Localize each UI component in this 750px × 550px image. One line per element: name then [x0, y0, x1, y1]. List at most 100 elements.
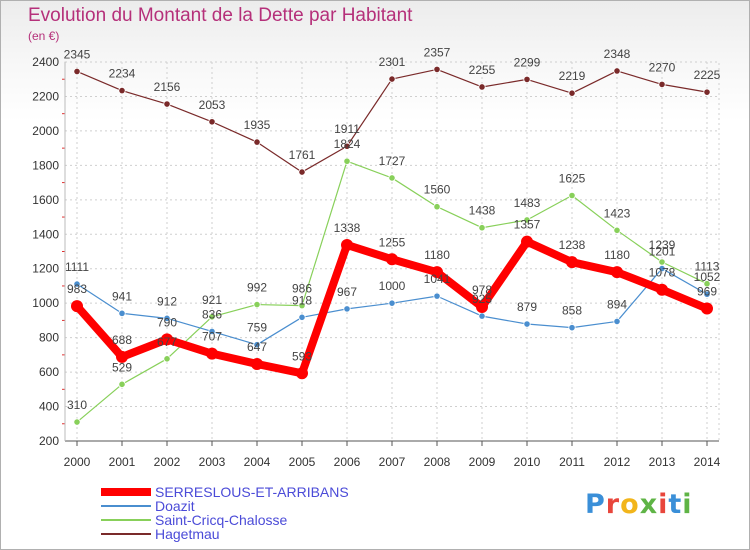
- data-label: 1438: [469, 204, 496, 218]
- data-point: [73, 418, 81, 426]
- data-label: 2234: [109, 67, 136, 81]
- data-label: 2299: [514, 55, 541, 69]
- axes: 200 400 600 800 1000 1200 1400 1600 1800 2000 2200…: [32, 55, 720, 469]
- data-point: [476, 300, 488, 313]
- data-point: [613, 317, 621, 326]
- data-point: [298, 301, 306, 310]
- data-label: 1625: [559, 172, 586, 186]
- data-label: 986: [292, 282, 312, 296]
- x-tick-label: 2006: [334, 455, 361, 469]
- data-label: 1483: [514, 196, 541, 210]
- data-point: [118, 309, 126, 317]
- data-label: 529: [112, 360, 132, 374]
- data-point: [478, 312, 486, 320]
- chart-title: Evolution du Montant de la Dette par Hab…: [28, 5, 413, 26]
- legend-swatch: [101, 519, 151, 521]
- data-point: [388, 299, 396, 307]
- x-tick-label: 2003: [199, 455, 226, 469]
- data-label: 1761: [289, 148, 316, 162]
- data-label: 1201: [649, 245, 676, 259]
- data-label: 1357: [514, 218, 541, 232]
- data-label: 978: [472, 283, 492, 297]
- data-point: [523, 216, 531, 224]
- data-label: 925: [472, 292, 492, 306]
- x-tick-label: 2007: [379, 455, 406, 469]
- data-label: 1238: [559, 238, 586, 252]
- data-point: [118, 380, 126, 388]
- data-point: [478, 224, 486, 232]
- data-label: 677: [157, 335, 177, 349]
- data-point: [208, 313, 216, 321]
- y-tick-label: 2000: [32, 124, 59, 138]
- x-tick-label: 2004: [244, 455, 271, 469]
- data-point: [298, 313, 306, 321]
- data-label: 921: [202, 293, 222, 307]
- data-label: 983: [67, 282, 87, 296]
- data-point: [523, 320, 531, 328]
- data-point: [386, 253, 398, 266]
- data-point: [701, 302, 713, 315]
- data-label: 941: [112, 289, 132, 303]
- data-point: [73, 67, 81, 76]
- legend-label: Doazit: [155, 498, 195, 514]
- data-label: 2219: [559, 69, 586, 83]
- data-point: [568, 89, 576, 97]
- data-point: [656, 283, 668, 296]
- data-label: 2348: [604, 47, 631, 61]
- legend-label: Saint-Cricq-Chalosse: [155, 512, 288, 528]
- grid: [64, 61, 720, 442]
- data-label: 1180: [604, 248, 630, 262]
- data-label: 1727: [379, 154, 406, 168]
- data-point: [341, 238, 353, 251]
- data-point: [521, 235, 533, 248]
- data-point: [253, 300, 261, 309]
- data-label: 879: [517, 300, 537, 314]
- data-point: [433, 65, 441, 74]
- data-label: 1052: [694, 270, 721, 284]
- data-point: [118, 86, 126, 95]
- y-tick-label: 1200: [32, 262, 59, 276]
- data-point: [253, 341, 261, 349]
- legend-label: SERRESLOUS-ET-ARRIBANS: [155, 484, 349, 500]
- data-point: [163, 355, 171, 363]
- data-point: [343, 157, 351, 165]
- data-point: [568, 324, 576, 332]
- y-tick-label: 2200: [32, 89, 59, 103]
- x-tick-label: 2009: [469, 455, 496, 469]
- logo-letter: r: [605, 489, 621, 520]
- data-point: [206, 347, 218, 360]
- data-point: [568, 191, 576, 200]
- logo-letter: x: [639, 489, 659, 520]
- y-tick-label: 2400: [32, 55, 59, 69]
- data-label: 1824: [334, 137, 361, 151]
- data-label: 1239: [649, 238, 676, 252]
- data-label: 1423: [604, 206, 631, 220]
- data-label: 1000: [379, 279, 406, 293]
- data-point: [388, 174, 396, 182]
- legend-label: Hagetmau: [155, 526, 220, 542]
- logo-letter: i: [682, 489, 693, 520]
- data-labels: 2345 2234 2156 2053 1935 1761 1911 2301 2357 2255…: [64, 45, 721, 412]
- data-point: [658, 80, 666, 88]
- data-label: 1111: [65, 260, 89, 274]
- y-tick-label: 1800: [32, 158, 59, 172]
- data-label: 967: [337, 285, 357, 299]
- data-point: [433, 203, 441, 211]
- y-tick-label: 600: [39, 365, 59, 379]
- y-tick-label: 1000: [32, 296, 59, 310]
- x-tick-label: 2008: [424, 455, 451, 469]
- data-point: [611, 266, 623, 279]
- logo-letter: P: [585, 489, 606, 520]
- data-point: [343, 305, 351, 313]
- data-label: 2225: [694, 68, 721, 82]
- data-point: [703, 280, 711, 288]
- data-label: 707: [202, 330, 222, 344]
- data-label: 1338: [334, 221, 361, 235]
- data-label: 593: [292, 349, 312, 363]
- data-point: [296, 367, 308, 380]
- x-tick-label: 2012: [604, 455, 631, 469]
- data-label: 894: [607, 297, 627, 311]
- data-label: 1180: [424, 248, 450, 262]
- data-label: 858: [562, 304, 582, 318]
- data-label: 836: [202, 307, 222, 321]
